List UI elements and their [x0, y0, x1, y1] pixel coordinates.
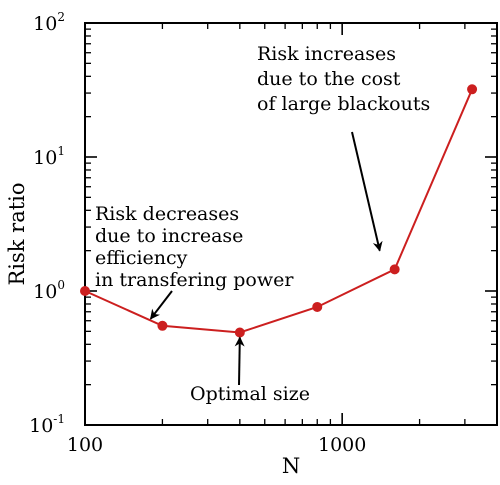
data-point — [467, 84, 478, 95]
annotation-layer: Risk increases due to the cost of large bl… — [95, 43, 430, 405]
data-point — [389, 264, 400, 275]
y-tick-label: 100 — [33, 278, 65, 303]
series-layer — [80, 84, 478, 338]
x-tick-label: 100 — [67, 434, 103, 456]
y-tick-base: 10 — [33, 147, 57, 169]
y-tick-base: 10 — [29, 415, 53, 437]
annotation-text-line: Optimal size — [190, 383, 310, 405]
y-tick-base: 10 — [33, 281, 57, 303]
x-tick-label: 1000 — [318, 434, 366, 456]
annotation-text-line: in transfering power — [95, 269, 294, 291]
data-point — [234, 327, 245, 338]
plot-frame — [84, 22, 498, 426]
y-tick-label: 102 — [33, 10, 65, 35]
series-line — [84, 88, 473, 334]
y-tick-exponent: -1 — [53, 412, 65, 426]
y-tick-label: 101 — [33, 144, 65, 169]
annotation-text-line: efficiency — [95, 247, 188, 269]
y-tick-label: 10-1 — [29, 412, 65, 437]
y-axis-label: Risk ratio — [5, 182, 29, 285]
annotation-arrow — [234, 336, 245, 386]
annotation-text-line: Risk decreases — [95, 203, 239, 225]
annotation-text-line: Risk increases — [257, 43, 396, 65]
annotation-text-line: of large blackouts — [257, 93, 430, 115]
data-point — [157, 320, 168, 331]
annotation-text-line: due to the cost — [257, 68, 401, 90]
x-axis-label: N — [282, 454, 300, 478]
annotation-arrow — [351, 131, 383, 252]
annotation-arrow — [149, 290, 173, 320]
data-point — [80, 286, 90, 296]
data-point — [312, 301, 323, 312]
y-tick-exponent: 0 — [57, 278, 65, 292]
y-tick-exponent: 2 — [57, 10, 65, 24]
annotation-text-line: due to increase — [95, 225, 243, 247]
y-tick-exponent: 1 — [57, 144, 65, 158]
y-tick-base: 10 — [33, 13, 57, 35]
